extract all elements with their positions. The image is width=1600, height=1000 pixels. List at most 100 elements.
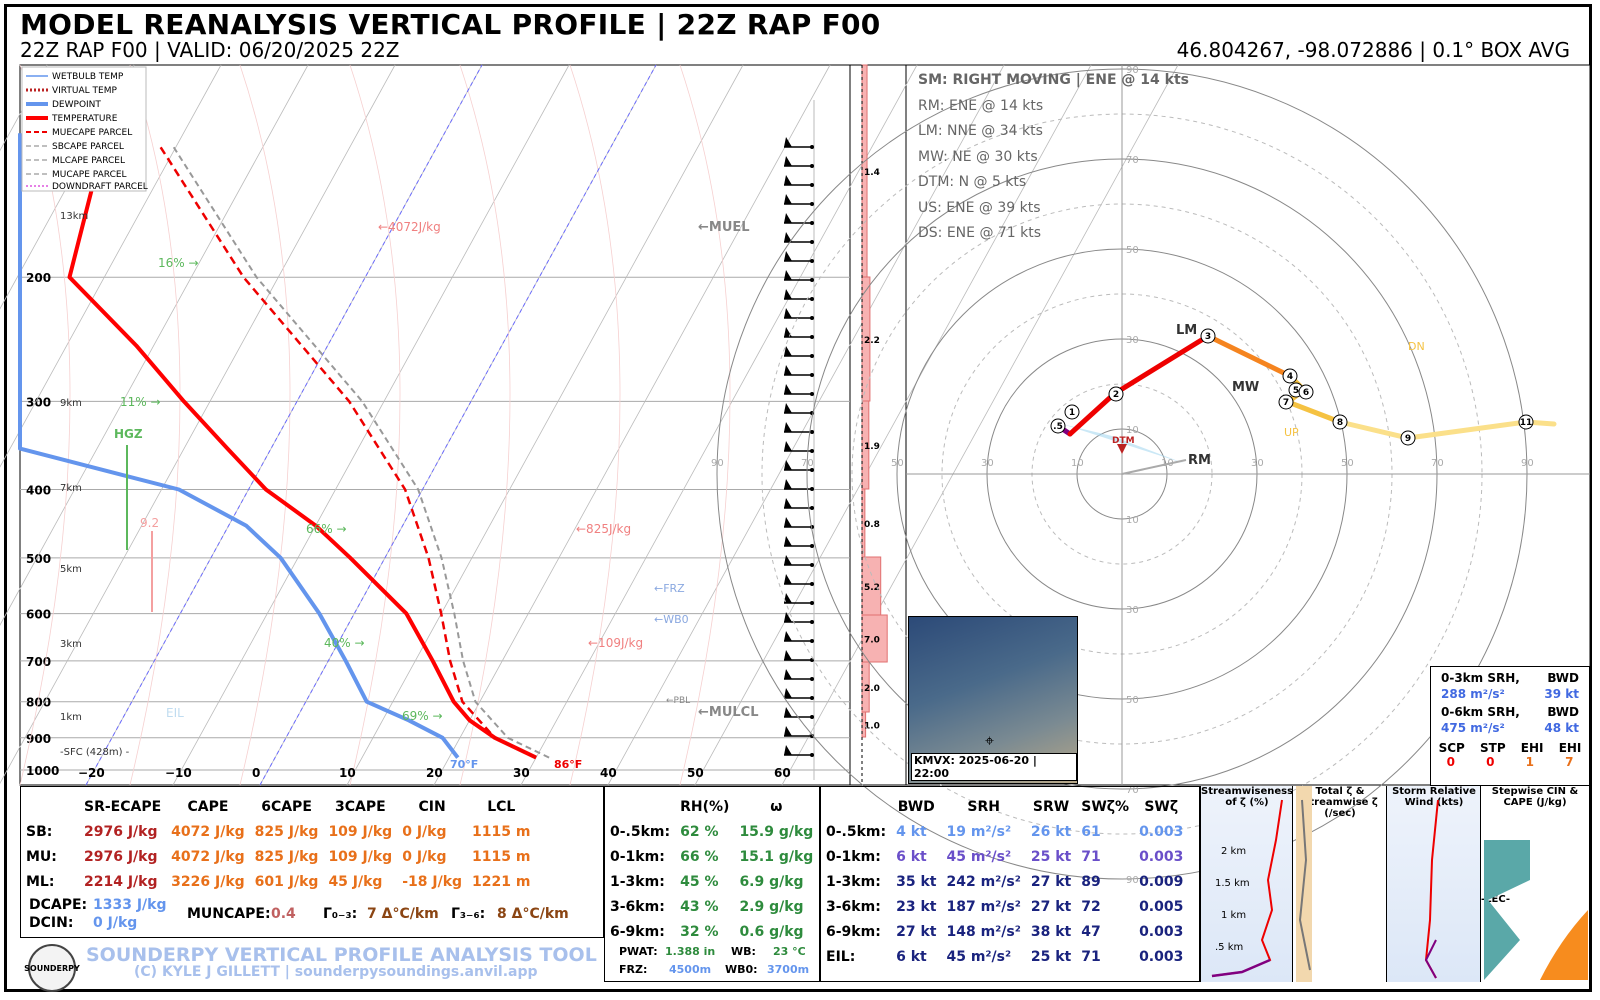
wb-value: 23 °C (773, 945, 806, 958)
wind-barb-flag (784, 270, 792, 280)
hodo-ring-label: 30 (981, 458, 994, 469)
cell: 15.1 g/kg (739, 848, 814, 865)
wind-barb-flag (784, 308, 792, 318)
hodo-trace-segment (1337, 419, 1411, 441)
ehi1-header: EHI (1520, 741, 1544, 755)
muecape-parcel (158, 144, 537, 759)
sbcape-parcel (171, 144, 550, 759)
row-label: SB: (26, 823, 53, 840)
wind-barb-dot (810, 506, 814, 510)
isotherm-line (0, 64, 309, 626)
isotherm-line (346, 64, 744, 786)
shear-bar-label: 2.2 (864, 336, 880, 346)
lr36-value: 8 Δ°C/km (497, 906, 569, 922)
hodo-ring-label: 10 (1071, 458, 1084, 469)
cell: 2214 J/kg (84, 873, 158, 890)
wind-barb-flag (784, 707, 792, 717)
isotherm-line (520, 64, 918, 786)
km-5: 5km (60, 564, 82, 575)
hodo-legend: SM: RIGHT MOVING | ENE @ 14 kts RM: ENE … (918, 68, 1189, 247)
th-lcl: LCL (487, 799, 516, 815)
wind-barb-dot (810, 639, 814, 643)
thermo-table: SR-ECAPE CAPE 6CAPE 3CAPE CIN LCL SB: 29… (21, 795, 535, 894)
footer-tool-name: SOUNDERPY VERTICAL PROFILE ANALYSIS TOOL (86, 944, 597, 966)
wind-barb-dot (810, 582, 814, 586)
moisture-table-panel: RH(%) ω 0-.5km: 62 % 15.9 g/kg 0-1km: 66 % 1… (604, 786, 820, 982)
cell: 47 (1081, 923, 1101, 940)
cell: 6 kt (896, 848, 927, 865)
cell: 25 kt (1030, 948, 1072, 965)
wind-barb-flag (784, 479, 792, 489)
dry-adiabat (459, 64, 511, 786)
cell: 825 J/kg (254, 848, 319, 865)
legend-wetbulb: WETBULB TEMP (52, 72, 124, 82)
cell: 45 m²/s² (946, 848, 1012, 865)
th-cin: CIN (418, 799, 446, 815)
table-row: 3-6km: 43 % 2.9 g/kg (605, 894, 818, 919)
pressure-tick-label: 200 (26, 271, 51, 285)
rh-label-3: 66% → (306, 522, 347, 536)
cell: 61 (1081, 823, 1101, 840)
hodo-height-label: .5 (1053, 422, 1063, 432)
dry-adiabat (349, 64, 401, 786)
hodo-height-marker (1400, 430, 1416, 446)
mini-chart-cin-cape: Stepwise CIN & CAPE (J/kg) -LEC- (1480, 786, 1589, 982)
hodo-height-marker (1200, 328, 1216, 344)
hodo-ring-label: 90 (1521, 458, 1534, 469)
hodo-height-label: 4 (1287, 372, 1293, 382)
shear-bar-label: 1.4 (864, 168, 880, 178)
cell: 23 kt (896, 898, 937, 915)
hodo-up: UP (1284, 426, 1299, 439)
hodo-trace-segment (1067, 391, 1117, 437)
cell: 0.009 (1139, 873, 1184, 890)
wind-barb-dot (810, 202, 814, 206)
hodo-height-marker (1282, 368, 1298, 384)
km-1: 1km (60, 712, 82, 723)
row-label: 3-6km: (610, 898, 665, 915)
table-row: 1-3km: 35 kt 242 m²/s² 27 kt 89 0.009 (821, 869, 1188, 894)
dry-adiabat (239, 64, 291, 786)
pressure-tick-label: 700 (26, 655, 51, 669)
km-label: 2 km (1221, 846, 1247, 857)
moisture-table: RH(%) ω 0-.5km: 62 % 15.9 g/kg 0-1km: 66 % 1… (605, 795, 818, 944)
wind-barb-flag (784, 289, 792, 299)
hodo-height-marker (1108, 386, 1124, 402)
cell: 71 (1081, 848, 1101, 865)
temp-tick-label: 40 (600, 766, 617, 780)
shear-panel (849, 64, 907, 786)
wind-barb-flag (784, 593, 792, 603)
lr03-value: 7 Δ°C/km (367, 906, 439, 922)
wind-barb-flag (784, 669, 792, 679)
hodo-height-marker (1278, 394, 1294, 410)
cell: 242 m²/s² (946, 873, 1021, 890)
wind-barb-flag (784, 422, 792, 432)
wb0-label: WB0: (725, 963, 758, 976)
cell: 89 (1081, 873, 1101, 890)
muncape-value: 0.4 (271, 906, 296, 922)
hodo-height-label: 11 (1520, 418, 1533, 428)
wind-barb-dot (810, 240, 814, 244)
dcape-label: DCAPE: (29, 897, 88, 913)
wind-barb-dot (810, 164, 814, 168)
hodo-height-marker (1332, 414, 1348, 430)
isotherm-line (172, 64, 570, 786)
legend-box (21, 66, 147, 192)
cell: 1115 m (472, 823, 531, 840)
dry-adiabat (569, 64, 621, 786)
legend-dewpoint: DEWPOINT (52, 100, 101, 110)
srh-r1-bwd-value: 39 kt (1544, 687, 1579, 701)
wind-barb-dot (810, 601, 814, 605)
hgz-value: 9.2 (140, 516, 159, 530)
row-label: ML: (26, 873, 55, 890)
cell: 62 % (680, 823, 719, 840)
wind-barb-dot (810, 183, 814, 187)
srh-r2-bwd: BWD (1547, 705, 1579, 719)
hodo-trace-segment (1111, 333, 1211, 397)
mini-title-1: Streamwiseness of ζ (%) (1201, 786, 1294, 808)
wind-barb-dot (810, 259, 814, 263)
hodo-ring-label: 70 (801, 458, 814, 469)
pressure-tick-label: 400 (26, 483, 51, 497)
row-label: EIL: (826, 948, 856, 965)
cell: 45 % (680, 873, 719, 890)
km-label: 1 km (1221, 910, 1247, 921)
